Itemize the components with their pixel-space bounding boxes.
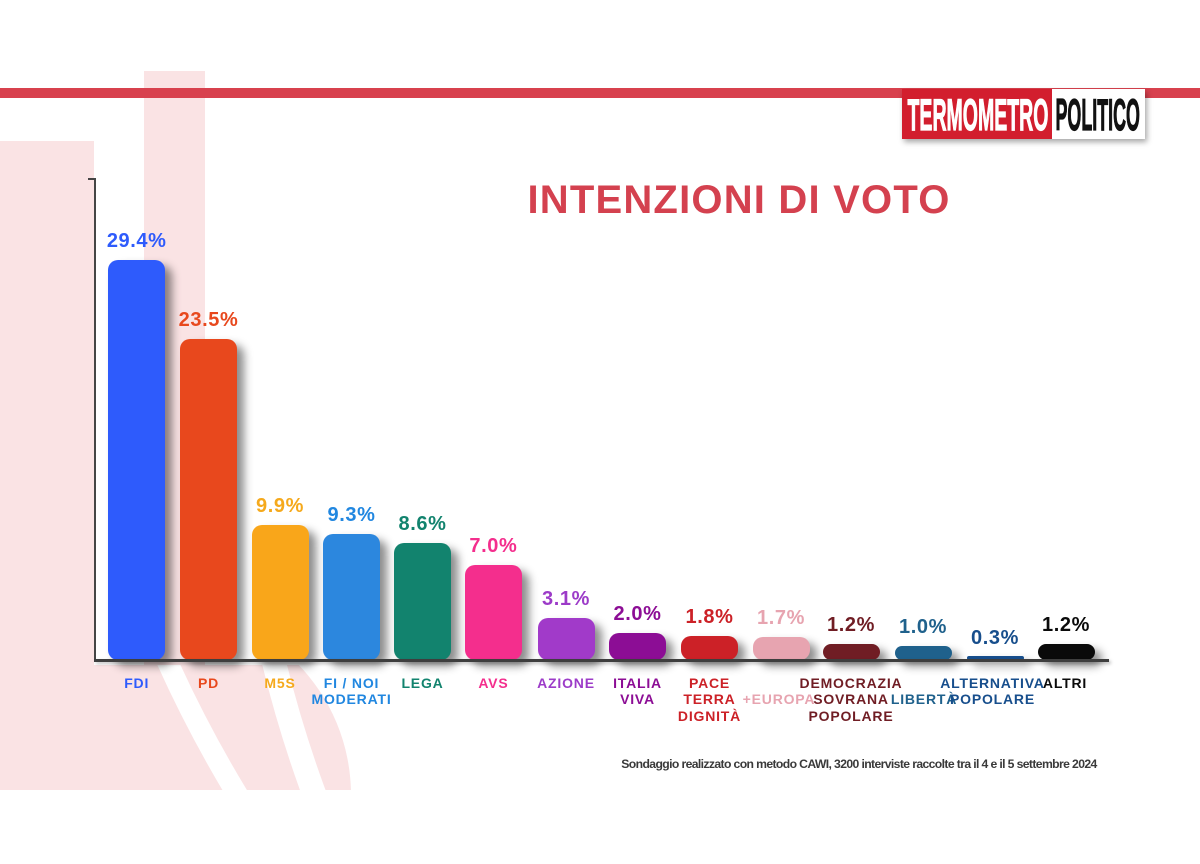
svg-text:TERMOMETRO: TERMOMETRO xyxy=(908,91,1049,139)
svg-text:POLITICO: POLITICO xyxy=(1056,91,1140,139)
